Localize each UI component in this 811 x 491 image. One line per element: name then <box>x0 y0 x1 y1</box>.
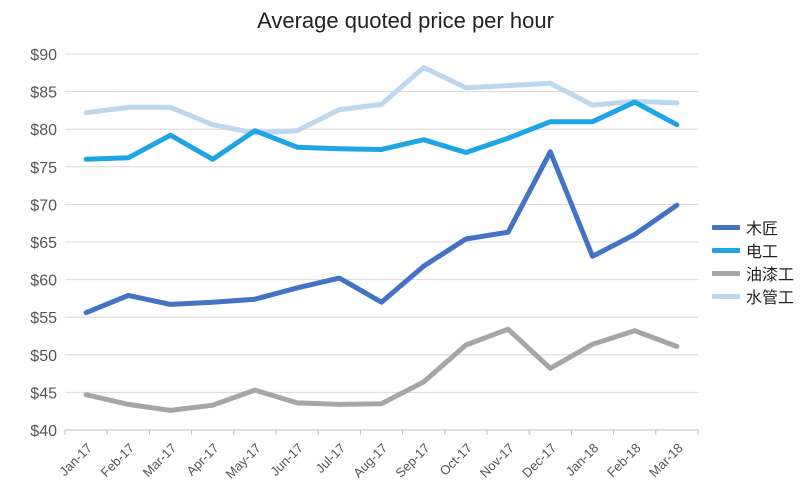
x-tick-label: Mar-17 <box>140 440 180 480</box>
legend-label: 木匠 <box>746 219 779 238</box>
x-tick-label: Aug-17 <box>350 440 390 480</box>
y-tick-label: $45 <box>30 385 57 402</box>
legend-label: 油漆工 <box>746 265 795 284</box>
x-tick-label: Mar-18 <box>646 440 686 480</box>
legend-item: 木匠 <box>712 216 794 238</box>
x-tick-label: Oct-17 <box>437 440 475 478</box>
y-tick-label: $75 <box>30 160 57 177</box>
legend-label: 电工 <box>746 242 779 261</box>
x-tick-label: Jan-17 <box>56 440 95 479</box>
y-tick-label: $70 <box>30 197 57 214</box>
legend-item: 油漆工 <box>712 262 794 284</box>
legend-swatch <box>712 293 740 299</box>
series-line <box>83 65 680 136</box>
x-tick-label: Apr-17 <box>183 440 221 478</box>
x-tick-label: Jan-18 <box>563 440 602 479</box>
x-tick-label: Feb-18 <box>604 440 644 480</box>
legend-label: 水管工 <box>746 288 795 307</box>
series-line <box>83 99 680 162</box>
series-line <box>83 326 680 413</box>
x-tick-label: Dec-17 <box>519 440 559 480</box>
legend-swatch <box>712 247 740 253</box>
x-tick-label: Sep-17 <box>392 440 432 480</box>
legend-swatch <box>712 270 740 276</box>
series-line <box>83 149 680 316</box>
x-tick-label: Nov-17 <box>477 440 517 480</box>
x-tick-label: May-17 <box>223 440 264 481</box>
x-tick-label: Jun-17 <box>267 440 306 479</box>
x-tick-label: Feb-17 <box>97 440 137 480</box>
chart-title: Average quoted price per hour <box>257 8 554 33</box>
legend-item: 电工 <box>712 239 794 261</box>
y-tick-label: $80 <box>30 122 57 139</box>
y-tick-label: $50 <box>30 348 57 365</box>
y-tick-label: $85 <box>30 85 57 102</box>
y-tick-label: $60 <box>30 273 57 290</box>
y-tick-label: $65 <box>30 235 57 252</box>
legend-swatch <box>712 224 740 230</box>
legend-item: 水管工 <box>712 285 794 307</box>
x-tick-label: Jul-17 <box>313 440 349 476</box>
y-tick-label: $55 <box>30 310 57 327</box>
y-tick-label: $40 <box>30 423 57 440</box>
legend: 木匠电工油漆工水管工 <box>712 216 794 308</box>
y-tick-label: $90 <box>30 47 57 64</box>
